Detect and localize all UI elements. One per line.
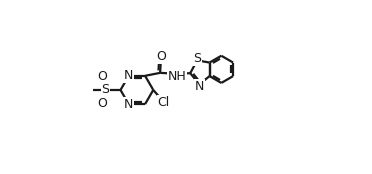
Text: N: N: [124, 69, 134, 82]
Text: O: O: [156, 50, 166, 64]
Text: O: O: [97, 97, 108, 110]
Text: O: O: [97, 70, 108, 83]
Text: N: N: [195, 80, 204, 93]
Text: S: S: [193, 52, 201, 65]
Text: S: S: [102, 84, 109, 96]
Text: N: N: [124, 98, 134, 111]
Text: NH: NH: [167, 70, 186, 83]
Text: Cl: Cl: [157, 96, 170, 109]
